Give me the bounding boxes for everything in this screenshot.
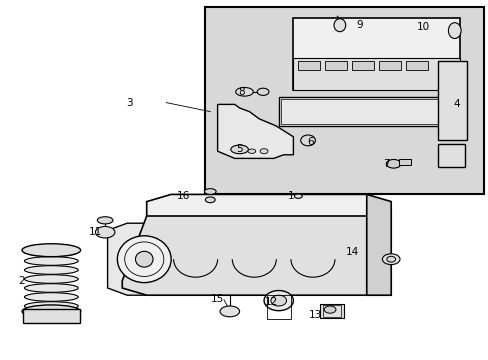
Ellipse shape: [220, 306, 239, 317]
Bar: [325, 61, 346, 70]
Text: 14: 14: [345, 247, 358, 257]
Text: 6: 6: [306, 137, 313, 147]
Bar: [322, 305, 341, 317]
Text: 7: 7: [382, 159, 389, 169]
Ellipse shape: [97, 217, 113, 224]
Ellipse shape: [260, 149, 267, 154]
Polygon shape: [107, 223, 181, 295]
Ellipse shape: [382, 254, 399, 265]
Ellipse shape: [24, 266, 78, 274]
Ellipse shape: [324, 306, 335, 313]
Ellipse shape: [235, 87, 253, 96]
Bar: [437, 61, 466, 140]
Bar: [23, 309, 80, 323]
Bar: [293, 58, 459, 90]
Text: 8: 8: [238, 87, 245, 97]
Text: 15: 15: [210, 294, 224, 304]
Polygon shape: [146, 194, 390, 230]
Ellipse shape: [24, 248, 78, 256]
Bar: [398, 159, 410, 165]
Text: 16: 16: [176, 191, 190, 201]
Ellipse shape: [264, 291, 293, 311]
Text: 1: 1: [287, 191, 294, 201]
Ellipse shape: [230, 145, 248, 154]
Polygon shape: [122, 216, 390, 295]
Text: 13: 13: [308, 310, 322, 320]
Text: 12: 12: [264, 297, 278, 307]
Polygon shape: [366, 194, 390, 295]
Bar: [205, 7, 483, 194]
Ellipse shape: [117, 236, 171, 283]
Ellipse shape: [22, 305, 81, 318]
Ellipse shape: [95, 226, 115, 238]
Ellipse shape: [204, 189, 216, 194]
Bar: [298, 61, 320, 70]
Ellipse shape: [24, 284, 78, 292]
Bar: [278, 97, 464, 126]
Text: 5: 5: [236, 144, 243, 154]
Text: 10: 10: [416, 22, 428, 32]
Bar: [405, 61, 427, 70]
Bar: [293, 18, 459, 90]
Polygon shape: [217, 104, 293, 158]
Bar: [320, 304, 343, 318]
Text: 9: 9: [355, 20, 362, 30]
Text: 3: 3: [126, 98, 133, 108]
Ellipse shape: [24, 275, 78, 283]
Ellipse shape: [22, 244, 81, 257]
Bar: [437, 144, 464, 167]
Text: 2: 2: [19, 276, 25, 286]
Bar: [351, 61, 373, 70]
Bar: [378, 61, 400, 70]
Ellipse shape: [24, 302, 78, 310]
Ellipse shape: [386, 256, 395, 262]
Ellipse shape: [247, 149, 255, 153]
Ellipse shape: [257, 88, 268, 95]
Ellipse shape: [270, 295, 286, 306]
Ellipse shape: [386, 159, 400, 168]
Bar: [266, 295, 290, 319]
Ellipse shape: [24, 257, 78, 265]
Ellipse shape: [447, 23, 460, 39]
Text: 4: 4: [453, 99, 460, 109]
Ellipse shape: [135, 251, 153, 267]
Text: 11: 11: [88, 227, 102, 237]
Ellipse shape: [333, 19, 345, 32]
Ellipse shape: [300, 135, 315, 146]
Ellipse shape: [205, 197, 215, 203]
Ellipse shape: [294, 194, 302, 198]
Bar: [281, 99, 461, 124]
Ellipse shape: [24, 293, 78, 301]
